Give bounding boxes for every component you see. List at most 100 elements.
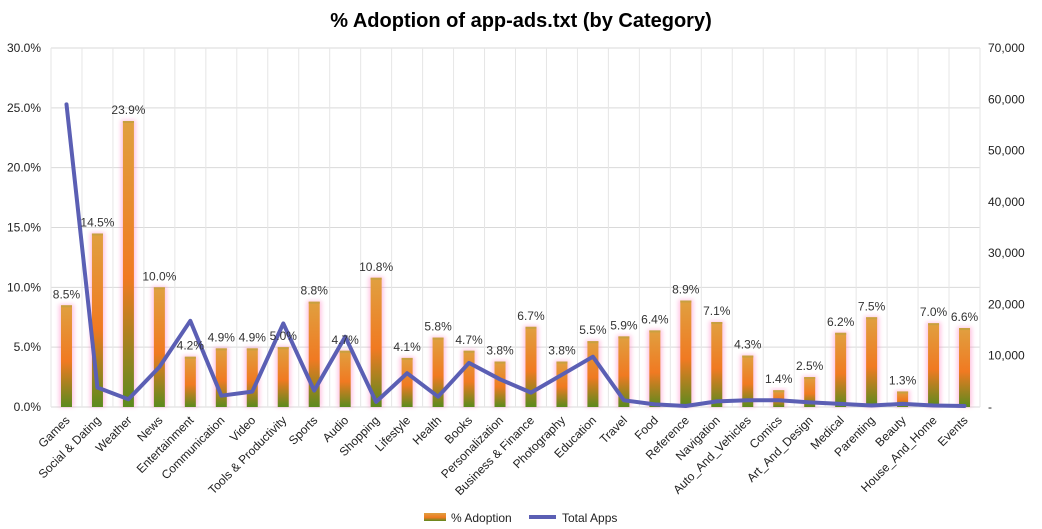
right-tick-label: - <box>988 400 992 414</box>
data-label: 7.0% <box>920 305 948 319</box>
chart-title: % Adoption of app-ads.txt (by Category) <box>330 10 711 32</box>
data-label: 4.7% <box>455 333 483 347</box>
data-label: 6.4% <box>641 312 669 326</box>
bar-cap <box>184 356 196 359</box>
bar <box>649 330 661 407</box>
data-label: 10.8% <box>359 260 393 274</box>
bar <box>711 322 723 407</box>
bar <box>370 277 382 407</box>
data-label: 7.1% <box>703 304 731 318</box>
data-label: 23.9% <box>111 103 145 117</box>
data-label: 2.5% <box>796 359 824 373</box>
bar-cap <box>277 347 289 350</box>
bar-cap <box>556 361 568 364</box>
bar <box>60 305 72 407</box>
bar-cap <box>153 287 165 290</box>
right-tick-label: 70,000 <box>988 41 1025 55</box>
bar-cap <box>246 348 258 351</box>
right-tick-label: 60,000 <box>988 92 1025 106</box>
bar <box>463 350 475 407</box>
category-label: Health <box>410 413 444 447</box>
data-label: 4.2% <box>177 339 205 353</box>
data-labels: 8.5%14.5%23.9%10.0%4.2%4.9% 4.9% 5.0%8.8%4… <box>53 103 979 387</box>
bar-cap <box>463 350 475 353</box>
data-label: 4.1% <box>393 340 421 354</box>
data-label: 5.9% <box>610 318 638 332</box>
bar <box>215 348 227 407</box>
data-label: 5.0% <box>270 329 298 343</box>
bar <box>184 356 196 407</box>
bar-cap <box>773 390 785 393</box>
bar <box>153 287 165 407</box>
bar-cap <box>866 317 878 320</box>
bar <box>308 301 320 407</box>
right-axis: - 10,000 20,000 30,000 40,000 50,000 60,000 70,… <box>988 41 1025 414</box>
data-label: 8.9% <box>672 282 700 296</box>
bar <box>432 337 444 407</box>
data-label: 4.3% <box>734 338 762 352</box>
bar-cap <box>649 330 661 333</box>
bar-cap <box>339 350 351 353</box>
right-tick-label: 10,000 <box>988 349 1025 363</box>
bar <box>587 341 599 407</box>
left-tick-label: 20.0% <box>7 161 41 175</box>
data-label: 3.8% <box>486 344 514 358</box>
bar <box>897 391 909 407</box>
data-label: 1.4% <box>765 372 793 386</box>
bar-cap <box>122 120 134 123</box>
data-label: 3.8% <box>548 344 576 358</box>
bar-cap <box>680 300 692 303</box>
bar-cap <box>215 348 227 351</box>
bar <box>122 120 134 407</box>
data-label: 7.5% <box>858 299 886 313</box>
left-tick-label: 15.0% <box>7 221 41 235</box>
bar-cap <box>60 305 72 308</box>
left-axis: 0.0% 5.0% 10.0% 15.0% 20.0% 25.0% 30.0% <box>7 41 41 414</box>
bar <box>525 326 537 407</box>
gridlines <box>50 47 981 408</box>
bar-cap <box>370 277 382 280</box>
bar <box>835 332 847 407</box>
bar-cap <box>804 377 816 380</box>
data-label: 5.5% <box>579 323 607 337</box>
bar <box>618 336 630 407</box>
data-label: 6.7% <box>517 309 545 323</box>
left-tick-label: 30.0% <box>7 41 41 55</box>
data-label: 14.5% <box>80 215 114 229</box>
bar-cap <box>308 301 320 304</box>
category-label: Events <box>935 413 971 449</box>
bar-cap <box>525 326 537 329</box>
bar <box>277 347 289 407</box>
category-label: Lifestyle <box>372 413 413 454</box>
bar <box>928 323 940 407</box>
line-series <box>64 102 967 408</box>
left-tick-label: 10.0% <box>7 280 41 294</box>
bar-cap <box>711 322 723 325</box>
bar <box>804 377 816 407</box>
legend-label-adoption: % Adoption <box>451 511 512 525</box>
bar <box>91 233 103 407</box>
left-tick-label: 5.0% <box>14 340 42 354</box>
bar-cap <box>401 357 413 360</box>
bar-cap <box>618 336 630 339</box>
right-tick-label: 30,000 <box>988 246 1025 260</box>
data-label: 6.6% <box>951 310 979 324</box>
data-label: 1.3% <box>889 373 917 387</box>
legend-label-total-apps: Total Apps <box>562 511 617 525</box>
bar <box>494 361 506 407</box>
bar-cap <box>432 337 444 340</box>
bar-cap <box>928 323 940 326</box>
data-label: 6.2% <box>827 315 855 329</box>
data-label: 4.9% <box>239 330 267 344</box>
bar <box>246 348 258 407</box>
bar-cap <box>494 361 506 364</box>
data-label: 8.5% <box>53 287 81 301</box>
bar <box>742 355 754 407</box>
legend-bar-swatch <box>424 513 446 521</box>
right-tick-label: 20,000 <box>988 297 1025 311</box>
bar-cap <box>587 341 599 344</box>
data-label: 10.0% <box>142 269 176 283</box>
bar-cap <box>835 332 847 335</box>
